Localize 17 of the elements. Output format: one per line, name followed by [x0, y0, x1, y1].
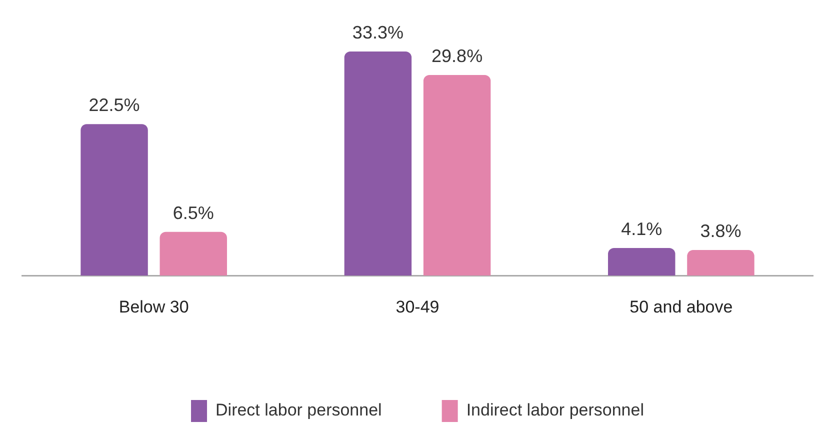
- data-label: 29.8%: [432, 46, 483, 66]
- data-label: 22.5%: [88, 95, 140, 116]
- legend-label: Direct labor personnel: [216, 400, 382, 420]
- data-label: 4.1%: [621, 218, 662, 239]
- data-label: 6.5%: [172, 202, 214, 223]
- data-label: 3.8%: [700, 220, 742, 241]
- x-tick-label: 50 and above: [630, 297, 733, 316]
- data-label: 33.3%: [352, 22, 404, 42]
- x-tick-label: 30-49: [396, 297, 440, 316]
- bar: [160, 232, 227, 276]
- bar: [687, 250, 754, 276]
- bar: [423, 75, 491, 276]
- legend-label: Indirect labor personnel: [466, 400, 644, 420]
- bar: [344, 51, 412, 276]
- bar: [80, 124, 148, 276]
- bar: [608, 248, 676, 276]
- x-tick-label: Below 30: [118, 297, 189, 316]
